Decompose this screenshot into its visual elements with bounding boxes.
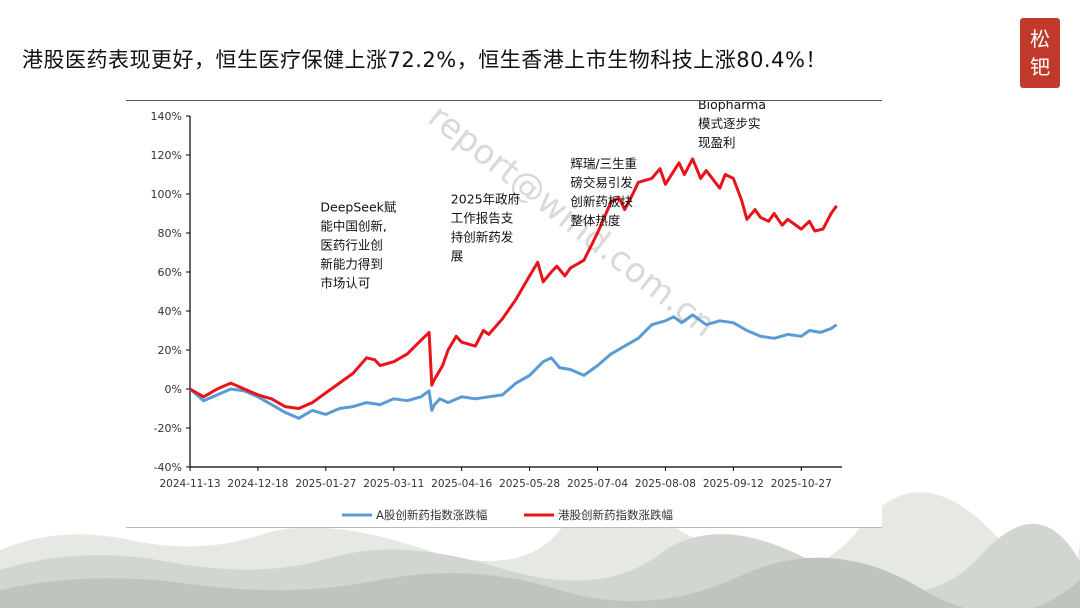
x-tick-label: 2025-07-04: [567, 478, 628, 490]
y-tick-label: 120%: [151, 149, 182, 162]
annotation-line: 新能力得到: [320, 257, 383, 272]
line-chart: report@wind.com.cn -40%-20%0%20%40%60%80…: [151, 97, 842, 522]
x-tick-label: 2025-01-27: [295, 478, 356, 490]
y-tick-label: 60%: [158, 266, 182, 279]
series-line-hk: [189, 157, 838, 410]
mountain-landscape-decoration: [0, 492, 1080, 608]
y-tick-label: 0%: [165, 383, 182, 396]
y-tick-label: 100%: [151, 188, 182, 201]
y-tick-label: 20%: [158, 344, 182, 357]
seal-char: 钯: [1030, 55, 1050, 79]
slide-title: 港股医药表现更好，恒生医疗保健上涨72.2%，恒生香港上市生物科技上涨80.4%…: [22, 48, 827, 72]
x-tick-label: 2025-04-16: [431, 478, 492, 490]
annotation-line: 模式逐步实: [698, 116, 761, 131]
legend-label: A股创新药指数涨跌幅: [376, 508, 487, 522]
annotation-line: 持创新药发: [451, 229, 514, 244]
x-tick-label: 2025-08-08: [635, 478, 696, 490]
x-tick-label: 2025-09-12: [703, 478, 764, 490]
x-tick-label: 2025-10-27: [771, 478, 832, 490]
series-line-a-share: [189, 313, 838, 420]
chart-container: report@wind.com.cn -40% -20% 0% 20% 40% 60% 80…: [126, 97, 882, 528]
annotation-line: 整体热度: [570, 213, 621, 228]
seal-char: 松: [1030, 27, 1050, 51]
x-tick-label: 2024-11-13: [159, 478, 220, 490]
annotation-line: 市场认可: [320, 276, 370, 291]
annotation-line: 工作报告支: [451, 210, 514, 225]
y-tick-label: 140%: [151, 110, 182, 123]
annotation-line: 展: [451, 248, 464, 263]
brand-seal-logo: 松 钯: [1020, 18, 1060, 88]
annotation-line: 能中国创新,: [320, 219, 386, 234]
annotation-line: 磅交易引发: [570, 175, 633, 190]
y-tick-label: -40%: [154, 461, 182, 474]
y-tick-label: -20%: [154, 422, 182, 435]
annotation-line: Biopharma: [698, 101, 766, 112]
title-divider: [126, 100, 882, 101]
x-tick-label: 2025-03-11: [363, 478, 424, 490]
annotation-line: DeepSeek赋: [320, 200, 396, 215]
annotation-line: 医药行业创: [320, 238, 383, 253]
x-tick-label: 2024-12-18: [227, 478, 288, 490]
annotation-line: 辉瑞/三生重: [570, 156, 637, 171]
y-tick-label: 40%: [158, 305, 182, 318]
legend-label: 港股创新药指数涨跌幅: [558, 508, 673, 522]
annotation-line: 创新药板块: [570, 194, 633, 209]
x-tick-label: 2025-05-28: [499, 478, 560, 490]
y-tick-label: 80%: [158, 227, 182, 240]
annotation-line: 2025年政府: [451, 191, 520, 206]
annotation-line: 现盈利: [698, 135, 736, 150]
